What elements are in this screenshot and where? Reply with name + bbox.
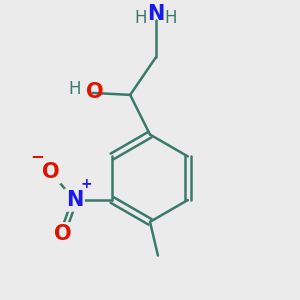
Text: O: O	[85, 82, 103, 102]
Text: O: O	[54, 224, 71, 244]
Text: H: H	[165, 8, 177, 26]
Text: −: −	[30, 147, 44, 165]
Text: H: H	[135, 8, 147, 26]
Text: O: O	[42, 162, 59, 182]
Text: +: +	[81, 177, 92, 191]
Text: N: N	[66, 190, 83, 210]
Text: N: N	[147, 4, 165, 24]
Text: H: H	[68, 80, 81, 98]
